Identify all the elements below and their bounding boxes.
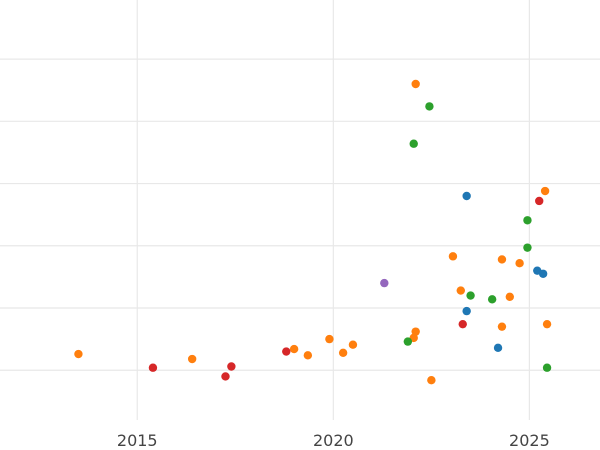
data-point-s3-5	[535, 196, 544, 206]
data-point-s0-4	[493, 343, 503, 353]
data-point-s1-3	[303, 351, 313, 360]
data-point-s0-2	[538, 269, 548, 278]
grid-lines	[0, 0, 600, 420]
data-point-s1-11	[448, 252, 458, 261]
data-point-s3-3	[282, 347, 291, 356]
data-point-s1-9	[427, 375, 436, 385]
data-point-s4-0	[380, 278, 389, 288]
data-point-s0-0	[462, 191, 471, 201]
data-point-s1-16	[497, 322, 507, 331]
data-point-s2-4	[466, 291, 475, 300]
data-point-s1-6	[348, 340, 358, 349]
data-point-s3-4	[458, 319, 467, 329]
data-point-s1-4	[325, 334, 334, 344]
data-point-s1-8	[411, 327, 420, 336]
data-point-s0-3	[462, 306, 471, 316]
data-points	[74, 79, 552, 385]
x-tick-label-2: 2025	[509, 431, 550, 450]
data-point-s1-1	[187, 354, 197, 364]
x-tick-label-0: 2015	[117, 431, 158, 450]
data-point-s1-5	[338, 348, 348, 357]
data-point-s1-2	[289, 344, 299, 354]
data-point-s2-5	[487, 295, 497, 304]
data-point-s2-0	[425, 102, 434, 111]
data-point-s1-13	[497, 255, 507, 264]
data-point-s3-1	[227, 362, 236, 371]
data-point-s3-0	[148, 363, 158, 372]
data-point-s2-2	[523, 216, 532, 225]
data-point-s1-12	[456, 286, 465, 295]
data-point-s1-18	[542, 319, 552, 329]
data-point-s1-10	[411, 79, 420, 89]
data-point-s1-0	[74, 349, 83, 359]
data-point-s2-7	[542, 363, 552, 372]
x-axis-tick-labels: 2015 2020 2025	[117, 431, 550, 450]
data-point-s2-6	[403, 337, 413, 346]
x-tick-label-1: 2020	[313, 431, 354, 450]
data-point-s1-17	[540, 186, 550, 196]
data-point-s2-3	[523, 243, 532, 252]
data-point-s3-2	[221, 372, 230, 381]
data-point-s1-15	[505, 292, 515, 301]
data-point-s1-14	[515, 259, 524, 268]
data-point-s2-1	[409, 139, 418, 148]
